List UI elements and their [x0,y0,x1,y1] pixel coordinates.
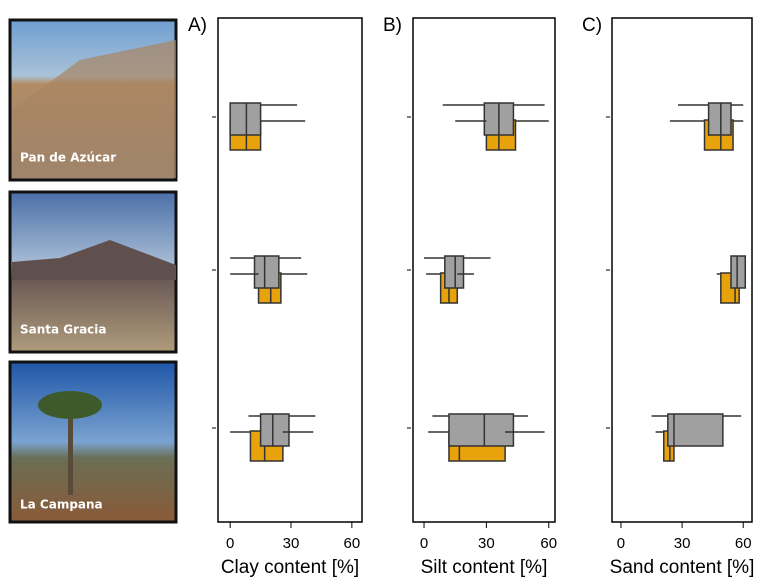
x-tick-label: 0 [420,535,428,552]
x-tick-label: 0 [617,535,625,552]
x-tick-label: 30 [478,535,495,552]
panel-label: B) [383,15,402,36]
box [445,256,464,288]
x-tick-label: 30 [674,535,691,552]
x-tick-label: 60 [540,535,557,552]
photo-caption: La Campana [20,498,103,512]
x-tick-label: 60 [344,535,361,552]
box [668,414,723,446]
x-tick-label: 0 [226,535,234,552]
photo-caption: Pan de Azúcar [20,151,116,165]
x-tick-label: 30 [283,535,300,552]
panel-label: A) [188,15,207,36]
plot-frame [218,18,362,522]
x-axis-label: Silt content [%] [421,557,548,578]
photo-palm [38,391,102,419]
box [230,103,260,135]
box [255,256,279,288]
figure: Pan de Azúcar Santa Gracia La Campana A)… [0,0,776,582]
panel-label: C) [582,15,602,36]
site-photos: Pan de Azúcar Santa Gracia La Campana [10,20,176,522]
x-tick-label: 60 [735,535,752,552]
box [731,256,745,288]
x-axis-label: Sand content [%] [610,557,755,578]
box [261,414,289,446]
x-axis-label: Clay content [%] [221,557,359,578]
box [449,414,513,446]
box [709,103,731,135]
photo-caption: Santa Gracia [20,323,106,337]
